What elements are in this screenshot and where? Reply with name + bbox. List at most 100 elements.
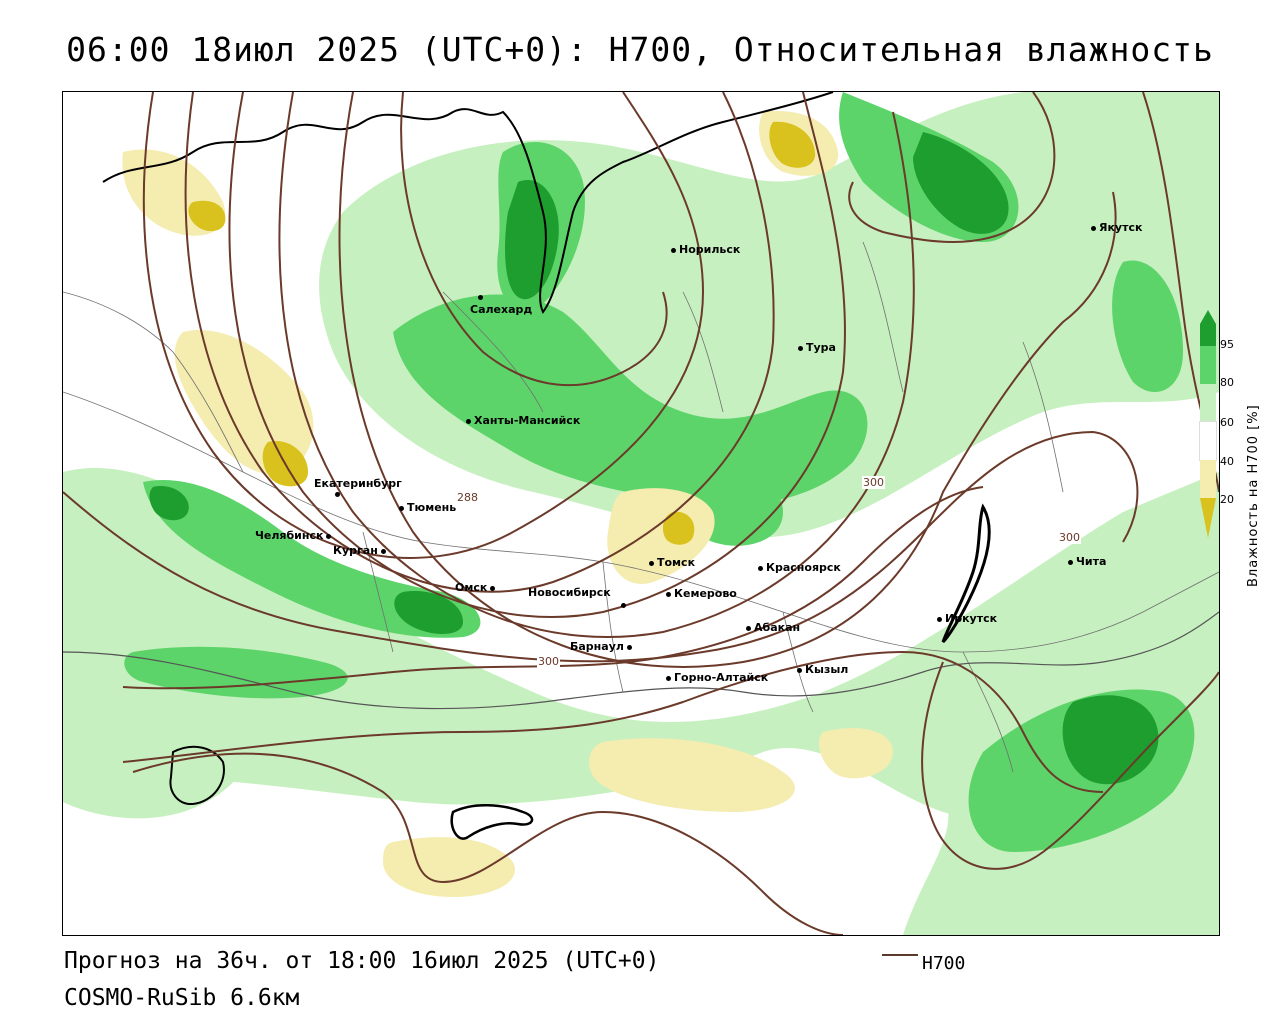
moist-region-mid [393,294,868,506]
city-label: Ханты-Мансийск [466,414,580,427]
h700-contour [400,92,668,387]
contour-label: 288 [456,491,479,504]
country-border [63,611,1219,710]
city-name: Челябинск [255,529,324,542]
contour-label: 300 [1058,531,1081,544]
h700-contour [848,92,1056,243]
forecast-info: Прогноз на 36ч. от 18:00 16июл 2025 (UTC… [64,948,660,974]
city-marker [335,487,343,500]
city-name: Томск [657,556,696,569]
colorbar-tick: 40 [1220,455,1234,468]
city-marker-icon [478,294,483,300]
colorbar-segment [1200,324,1216,346]
city-marker-icon [666,675,671,681]
colorbar-title: Влажность на H700 [%] [1246,404,1261,587]
colorbar-tick: 20 [1220,493,1234,506]
boundary [362,531,1014,773]
city-name: Якутск [1099,221,1143,234]
colorbar-segment [1200,384,1216,422]
city-label: Абакан [746,621,800,634]
h700-contour [63,430,1139,663]
dry-region-light [588,738,795,812]
city-name: Норильск [679,243,741,256]
aral-sea [169,745,225,806]
dry-region-light [174,330,314,474]
city-label: Екатеринбург [314,477,402,490]
city-label: Тура [798,341,836,354]
city-label: Горно-Алтайск [666,671,768,684]
city-marker-icon [621,602,626,608]
dry-region-light [383,837,515,897]
dry-region-light [607,488,715,584]
city-name: Абакан [754,621,801,634]
city-name: Омск [455,581,488,594]
city-label: Якутск [1091,221,1142,234]
h700-contour [142,92,705,559]
city-label: Салехард [470,303,532,316]
city-name: Иркутск [945,612,998,625]
colorbar-top-arrow [1200,310,1216,324]
lake-balkhash [450,804,534,840]
city-marker-icon [666,591,671,597]
city-label: Красноярск [758,561,841,574]
city-name: Тюмень [407,501,457,514]
weather-map [62,91,1220,936]
colorbar-segment [1199,421,1217,461]
city-marker-icon [797,667,802,673]
city-marker-icon [937,616,942,622]
h700-legend-line-icon [882,954,918,956]
city-marker-icon [326,533,332,539]
city-marker-icon [671,247,676,253]
h700-contour [122,650,1104,793]
moist-region-mid [1112,260,1183,392]
colorbar-segment [1200,460,1216,498]
city-marker-icon [758,565,763,571]
moist-region-light [63,681,252,819]
city-label: Кызыл [797,663,848,676]
city-name: Ханты-Мансийск [474,414,581,427]
city-marker-icon [380,548,386,554]
humidity-field [63,92,1219,935]
dry-region-dark [662,511,695,545]
city-label: Тюмень [399,501,456,514]
city-label: Томск [649,556,695,569]
city-name: Курган [333,544,378,557]
city-marker-icon [399,505,404,511]
h700-contour [278,92,915,638]
dry-region-dark [769,121,816,168]
city-name: Кызыл [805,663,849,676]
city-label: Новосибирск [528,586,611,599]
city-name: Чита [1076,555,1107,568]
moist-region-dark [505,180,559,300]
city-marker-icon [335,491,340,497]
lake-baikal [941,503,991,644]
city-marker-icon [490,585,496,591]
dry-region-dark [188,200,226,232]
h700-legend-label: H700 [922,953,966,974]
city-name: Екатеринбург [314,477,402,490]
contour-label: 300 [862,476,885,489]
h700-contour [132,752,844,935]
city-label: Норильск [671,243,740,256]
moist-region-dark [913,132,1009,234]
colorbar-segment [1200,346,1216,384]
city-label: Кемерово [666,587,737,600]
city-label: Чита [1068,555,1106,568]
city-marker-icon [466,418,471,424]
coastline [102,92,834,314]
city-name: Тура [806,341,836,354]
h700-contour [122,486,984,690]
city-name: Новосибирск [528,586,611,599]
map-title: 06:00 18июл 2025 (UTC+0): H700, Относите… [66,30,1214,69]
h700-contours [63,92,1219,935]
city-marker-icon [1068,559,1073,565]
moist-region-dark [149,486,189,521]
contour-label: 300 [537,655,560,668]
model-name: COSMO-RuSib 6.6км [64,985,300,1011]
city-name: Кемерово [674,587,737,600]
h700-contour [921,661,1219,870]
city-marker-icon [746,625,751,631]
city-marker-icon [798,345,803,351]
city-marker-icon [649,560,654,566]
city-label [478,290,486,303]
